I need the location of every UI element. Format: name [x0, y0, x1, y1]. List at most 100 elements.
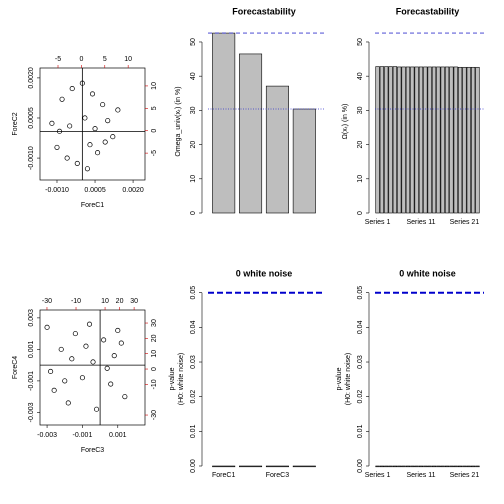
- point: [89, 91, 96, 97]
- bar: [375, 465, 380, 468]
- point: [62, 378, 68, 384]
- x2-tick-label: 0: [79, 56, 83, 63]
- x2-tick-label: 5: [103, 56, 107, 63]
- x2-tick-label: 10: [101, 298, 109, 305]
- x-tick-label: ForeC3: [266, 472, 289, 479]
- point: [95, 150, 101, 156]
- y-tick-label: 0.05: [357, 286, 364, 300]
- x2-tick-label: -10: [71, 298, 81, 305]
- point: [44, 324, 50, 330]
- y2-tick-label: 30: [151, 319, 158, 327]
- y-tick-label: 0.01: [357, 424, 364, 438]
- y-tick-label: 50: [357, 38, 364, 46]
- x-tick-label: ForeC1: [212, 472, 235, 479]
- bar: [414, 66, 419, 214]
- bar: [423, 465, 428, 468]
- y-tick-label: -0.0010: [28, 146, 35, 170]
- y-tick-label: 0.0005: [28, 107, 35, 129]
- bar: [292, 465, 316, 468]
- y-tick-label: 0.003: [28, 309, 35, 327]
- x2-tick-label: -5: [55, 56, 61, 63]
- bar: [379, 66, 384, 214]
- point: [94, 406, 100, 412]
- plot-frame: [39, 67, 146, 181]
- y-tick-label: 40: [357, 72, 364, 80]
- y-tick-label: 0.02: [190, 390, 197, 404]
- bar: [388, 66, 393, 214]
- x-tick-label: Series 1: [365, 219, 391, 226]
- point: [56, 128, 63, 134]
- point: [49, 120, 55, 126]
- bar: [418, 465, 424, 468]
- y-tick-label: 0.00: [357, 459, 364, 473]
- y-tick-label: 0.03: [190, 355, 197, 369]
- x2-tick-label: 30: [130, 298, 138, 305]
- x-tick-label: Series 21: [450, 472, 480, 479]
- bar: [392, 465, 398, 468]
- y-axis-label: p-value: [169, 367, 176, 390]
- y2-tick-label: -5: [151, 150, 158, 156]
- bar: [453, 465, 458, 468]
- y-tick-label: 30: [357, 106, 364, 114]
- bar: [457, 66, 463, 214]
- point: [110, 134, 116, 140]
- point: [90, 359, 96, 365]
- y-axis-label: ForeC4: [12, 356, 19, 379]
- x-tick-label: -0.001: [72, 432, 92, 439]
- x-tick-label: 0.0020: [122, 187, 144, 194]
- bar: [388, 465, 393, 468]
- point: [65, 400, 71, 406]
- point: [111, 353, 117, 359]
- y-tick-label: 0.05: [190, 286, 197, 300]
- point: [87, 142, 93, 148]
- x-tick-label: -0.0010: [45, 187, 69, 194]
- point: [104, 365, 110, 371]
- bar: [397, 66, 402, 214]
- x2-tick-label: 20: [116, 298, 124, 305]
- bar: [475, 66, 480, 214]
- point: [58, 346, 64, 352]
- bar: [475, 465, 480, 468]
- bar: [265, 465, 289, 468]
- y-tick-label: 50: [190, 38, 197, 46]
- y-tick-label: -0.001: [28, 371, 35, 391]
- bar: [471, 465, 476, 468]
- y-axis-label: Omega_univ(xₜ) (in %): [175, 86, 182, 156]
- y-axis-label: p-value: [336, 367, 343, 390]
- chart-title title: 0 white noise: [236, 268, 293, 278]
- y-tick-label: 0.02: [357, 390, 364, 404]
- bar: [449, 66, 454, 214]
- point: [72, 331, 78, 337]
- y2-tick-label: 0: [151, 129, 158, 133]
- point: [122, 394, 128, 400]
- point: [79, 375, 85, 381]
- y-tick-label: 20: [357, 141, 364, 149]
- bar: [444, 465, 450, 468]
- point: [105, 118, 111, 124]
- x-tick-label: Series 1: [365, 472, 391, 479]
- x-tick-label: Series 11: [406, 472, 435, 479]
- x-tick-label: Series 11: [406, 219, 435, 226]
- bar: [401, 66, 406, 214]
- x-tick-label: Series 21: [450, 219, 480, 226]
- y-tick-label: 0.04: [357, 320, 364, 334]
- y2-tick-label: 20: [151, 334, 158, 342]
- point: [100, 102, 106, 108]
- point: [48, 368, 54, 374]
- y-tick-label: -0.003: [28, 402, 35, 422]
- point: [115, 327, 121, 334]
- y-tick-label: 40: [190, 72, 197, 80]
- bar: [436, 465, 441, 468]
- y-tick-label: 0.04: [190, 320, 197, 334]
- bar: [466, 465, 471, 468]
- bar: [405, 66, 411, 214]
- bar: [436, 66, 441, 214]
- bar: [444, 66, 450, 214]
- bar: [462, 465, 467, 468]
- bar: [418, 66, 424, 214]
- point: [51, 387, 57, 393]
- bar: [392, 66, 398, 214]
- x-axis-label: ForeC3: [81, 447, 104, 454]
- bar: [410, 465, 415, 468]
- bar: [212, 32, 236, 214]
